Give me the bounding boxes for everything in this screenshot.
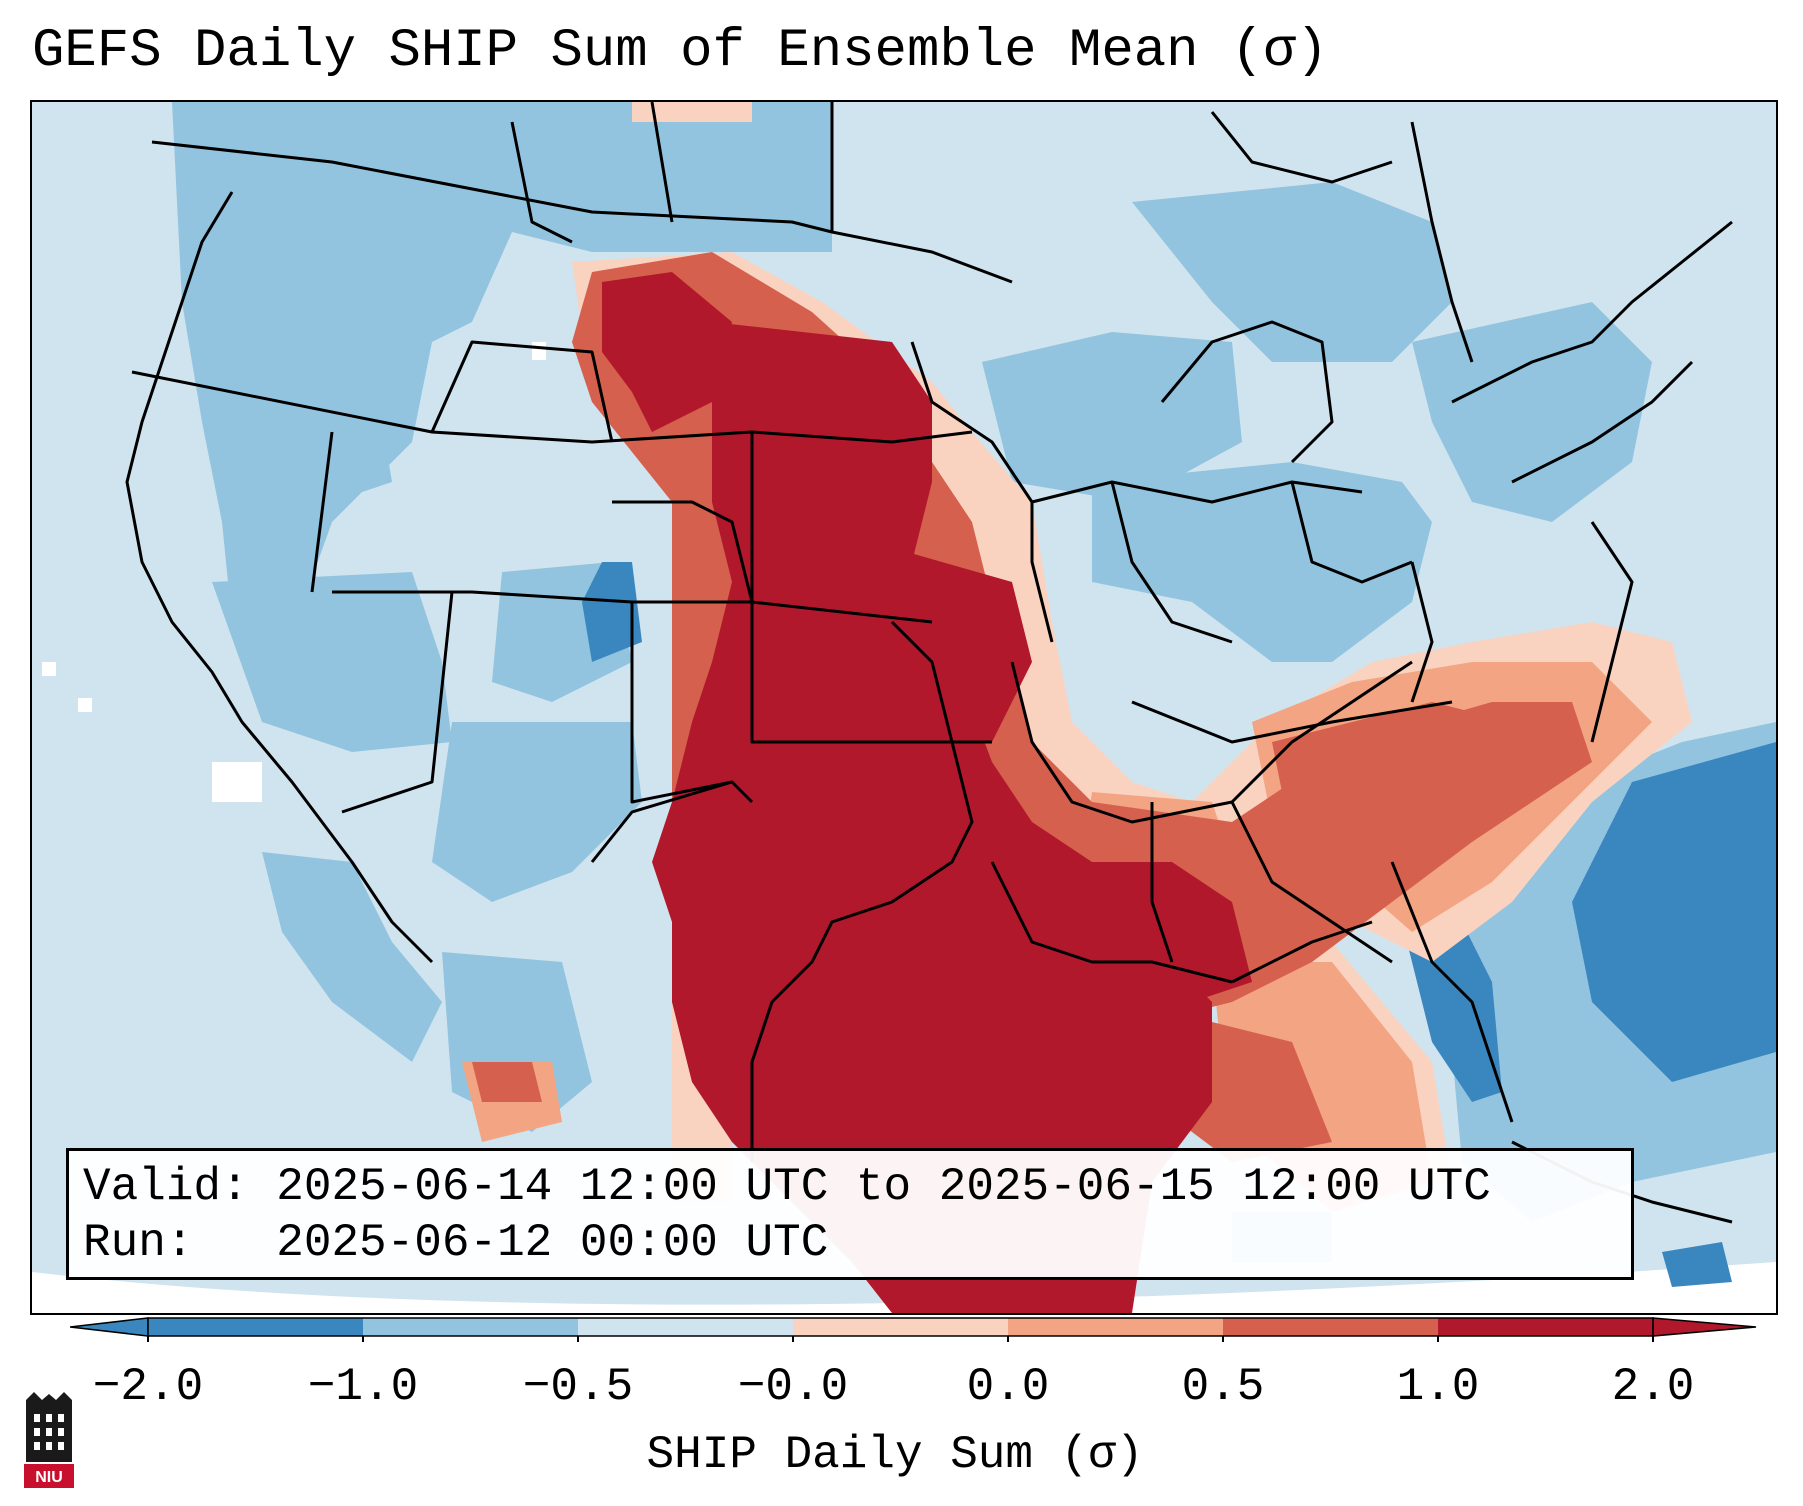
colorbar-tick-label: −0.5 [522, 1361, 634, 1413]
colorbar-segment [148, 1318, 363, 1336]
colorbar-tick-label: 0.0 [966, 1361, 1050, 1413]
domain-edge [32, 1262, 1776, 1313]
valid-time: Valid: 2025-06-14 12:00 UTC to 2025-06-1… [83, 1161, 1491, 1213]
colorbar-tick-label: 0.5 [1181, 1361, 1265, 1413]
colorbar-tick-label: −1.0 [307, 1361, 419, 1413]
colorbar-segment [1008, 1318, 1223, 1336]
colorbar-tick-label: 1.0 [1396, 1361, 1480, 1413]
colorbar-extension-high [1652, 1317, 1757, 1337]
colorbar-tick-label: −0.0 [737, 1361, 849, 1413]
niu-logo: NIU [24, 1392, 74, 1488]
colorbar-label: SHIP Daily Sum (σ) [646, 1429, 1144, 1481]
colorbar-segment [578, 1318, 793, 1336]
colorbar-tick-label: −2.0 [92, 1361, 204, 1413]
svg-text:NIU: NIU [35, 1469, 63, 1486]
run-time: Run: 2025-06-12 00:00 UTC [83, 1217, 829, 1269]
ship-field-map [32, 102, 1776, 1313]
extreme-positive-patches [602, 272, 1252, 1313]
info-box: Valid: 2025-06-14 12:00 UTC to 2025-06-1… [66, 1148, 1634, 1280]
map-title: GEFS Daily SHIP Sum of Ensemble Mean (σ) [32, 21, 1329, 82]
colorbar-segment [1223, 1318, 1438, 1336]
map-panel [30, 100, 1778, 1315]
colorbar-segment [1438, 1318, 1653, 1336]
colorbar-segment [363, 1318, 578, 1336]
colorbar-segment [793, 1318, 1008, 1336]
colorbar-tick-label: 2.0 [1611, 1361, 1695, 1413]
colorbar [70, 1317, 1757, 1342]
borders [125, 102, 1733, 1224]
colorbar-extension-low [70, 1317, 149, 1337]
